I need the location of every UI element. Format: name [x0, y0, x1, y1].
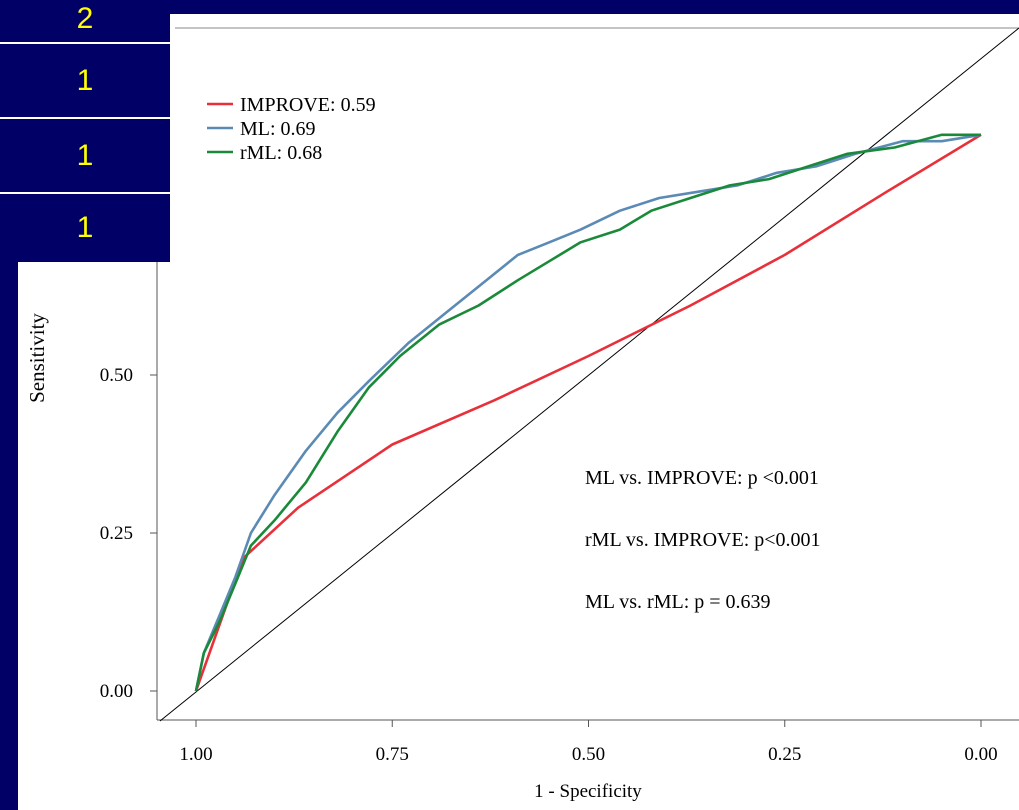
y-tick-label: 0.00	[100, 681, 133, 702]
number-cell: 1	[0, 194, 170, 262]
legend-label: IMPROVE: 0.59	[240, 94, 376, 116]
series-line-1	[194, 133, 982, 692]
y-tick-label: 0.50	[100, 365, 133, 386]
x-axis-label: 1 - Specificity	[534, 781, 642, 802]
x-tick-label: 0.00	[964, 744, 997, 765]
number-cell: 2	[0, 0, 170, 44]
number-cell: 1	[0, 44, 170, 119]
y-tick-label: 0.25	[100, 523, 133, 544]
series-line-0	[194, 133, 982, 692]
reference-diagonal-line	[159, 27, 1019, 722]
x-tick-label: 0.75	[376, 744, 409, 765]
series-line-2	[194, 133, 981, 692]
p-value-annotation: rML vs. IMPROVE: p<0.001	[585, 529, 821, 551]
legend-label: ML: 0.69	[240, 118, 316, 140]
y-axis-label: Sensitivity	[25, 313, 49, 403]
number-cell: 1	[0, 119, 170, 194]
slide-top-bar	[0, 0, 1019, 14]
x-tick-label: 0.25	[768, 744, 801, 765]
legend-label: rML: 0.68	[240, 142, 322, 164]
p-value-annotation: ML vs. IMPROVE: p <0.001	[585, 467, 819, 489]
x-tick-label: 1.00	[179, 744, 212, 765]
p-value-annotation: ML vs. rML: p = 0.639	[585, 591, 771, 613]
x-tick-label: 0.50	[572, 744, 605, 765]
